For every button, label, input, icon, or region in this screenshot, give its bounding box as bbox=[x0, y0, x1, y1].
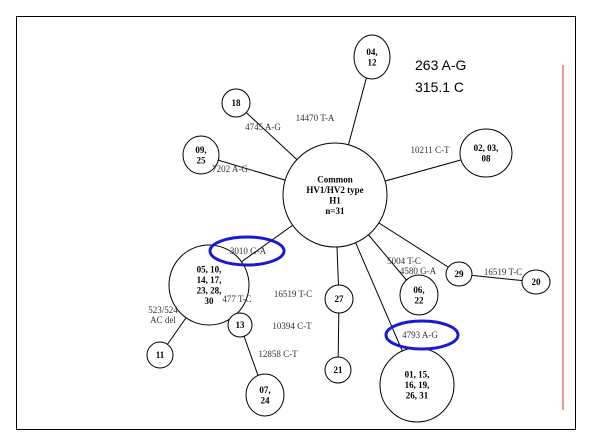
node-label: 23, 28, bbox=[197, 285, 222, 295]
edge-label: 12858 C-T bbox=[258, 349, 298, 359]
node-label: 25 bbox=[197, 155, 207, 165]
node-label: 20 bbox=[532, 277, 542, 287]
node-label: Common bbox=[317, 174, 353, 184]
node-label: 26, 31 bbox=[406, 391, 429, 401]
edge-label: 4745 A-G bbox=[245, 122, 281, 132]
node-label: 01, 15, bbox=[405, 370, 430, 380]
node-label: 29 bbox=[455, 269, 465, 279]
node-label: n=31 bbox=[325, 206, 345, 216]
node-label: 11 bbox=[156, 350, 165, 360]
node-label: 21 bbox=[334, 365, 344, 375]
node bbox=[324, 284, 354, 314]
node bbox=[353, 34, 391, 80]
node-label: HV1/HV2 type bbox=[306, 185, 363, 195]
edge-label: 4793 A-G bbox=[402, 330, 438, 340]
edge-label: 16519 T-C bbox=[274, 289, 312, 299]
node-label: 24 bbox=[261, 395, 271, 405]
edge-label: 3010 G-A bbox=[230, 246, 267, 256]
edge-label: 5004 T-C bbox=[387, 256, 421, 266]
node-label: 13 bbox=[236, 320, 246, 330]
node bbox=[282, 142, 388, 248]
node-label: 16, 19, bbox=[405, 380, 430, 390]
note: 315.1 C bbox=[415, 79, 464, 95]
node bbox=[245, 373, 285, 417]
highlight-ring bbox=[208, 235, 286, 267]
node bbox=[227, 312, 253, 338]
node-label: 14, 17, bbox=[197, 275, 222, 285]
edge-label: 14470 T-A bbox=[296, 113, 335, 123]
node bbox=[459, 128, 513, 178]
node-label: 05, 10, bbox=[197, 264, 222, 274]
node-label: 27 bbox=[335, 294, 345, 304]
node-label: 12 bbox=[368, 57, 378, 67]
node bbox=[399, 274, 439, 316]
node-label: 22 bbox=[415, 295, 425, 305]
node bbox=[521, 269, 551, 295]
node-label: 30 bbox=[205, 296, 215, 306]
node bbox=[445, 261, 473, 287]
edge-label: 477 T-C bbox=[222, 294, 251, 304]
node bbox=[324, 356, 352, 384]
note: 263 A-G bbox=[415, 57, 466, 73]
edge-label: 7202 A-G bbox=[212, 164, 248, 174]
node-label: 04, bbox=[366, 47, 377, 57]
node-label: 06, bbox=[413, 285, 424, 295]
node-label: 08 bbox=[482, 153, 492, 163]
node bbox=[221, 88, 251, 118]
node bbox=[168, 244, 250, 326]
node bbox=[182, 135, 220, 175]
edge-label: 10211 C-T bbox=[411, 145, 450, 155]
node-label: 02, 03, bbox=[474, 143, 499, 153]
edge-label: 16519 T-C bbox=[484, 267, 522, 277]
edge-label: 523/524 bbox=[148, 305, 178, 315]
node bbox=[146, 341, 174, 369]
edge-label: 4580 G-A bbox=[400, 266, 437, 276]
node-label: 09, bbox=[195, 145, 206, 155]
highlight-ring bbox=[384, 319, 460, 351]
edge-label: AC del bbox=[150, 315, 176, 325]
node-label: H1 bbox=[329, 195, 341, 205]
edge-label: 10394 C-T bbox=[272, 321, 312, 331]
node-label: 07, bbox=[259, 385, 270, 395]
node-label: 18 bbox=[232, 98, 242, 108]
